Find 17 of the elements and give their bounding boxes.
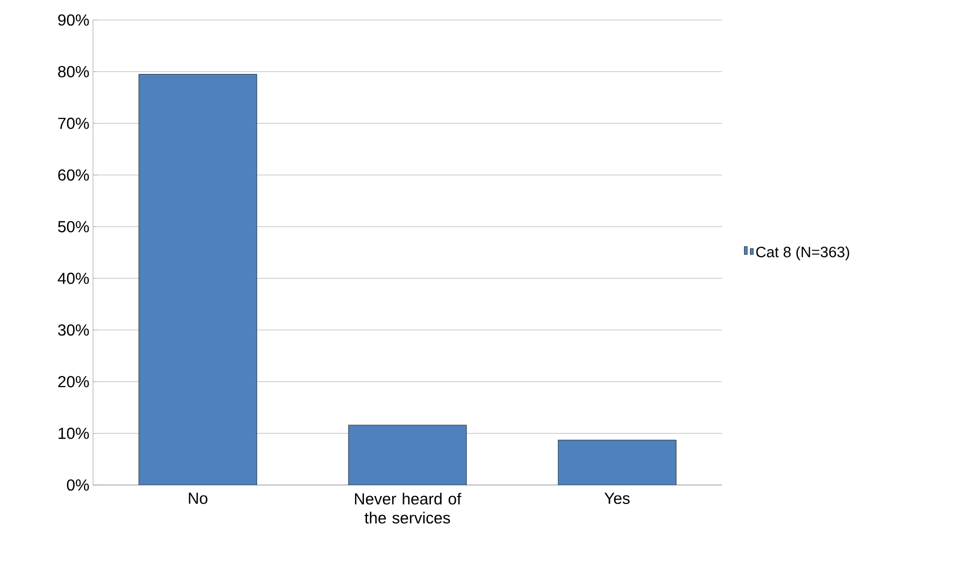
x-tick-label: Yes bbox=[604, 492, 630, 504]
y-tick-label: 0% bbox=[66, 479, 89, 491]
y-tick-label: 80% bbox=[58, 66, 89, 78]
y-tick-label: 10% bbox=[58, 428, 89, 439]
y-tick-label: 60% bbox=[58, 169, 89, 181]
bar bbox=[558, 440, 676, 485]
legend-label: Cat 8 (N=363) bbox=[756, 246, 850, 260]
y-tick-label: 30% bbox=[58, 324, 89, 336]
y-tick-label: 70% bbox=[58, 118, 89, 129]
y-tick-label: 40% bbox=[58, 272, 89, 284]
x-tick-label: Never heard of the services bbox=[355, 492, 462, 524]
bar bbox=[348, 424, 467, 485]
bar bbox=[138, 74, 258, 485]
x-tick-label: No bbox=[188, 492, 208, 504]
y-tick-label: 50% bbox=[58, 221, 89, 232]
y-tick-label: 20% bbox=[58, 376, 89, 388]
y-tick-label: 90% bbox=[58, 14, 89, 26]
